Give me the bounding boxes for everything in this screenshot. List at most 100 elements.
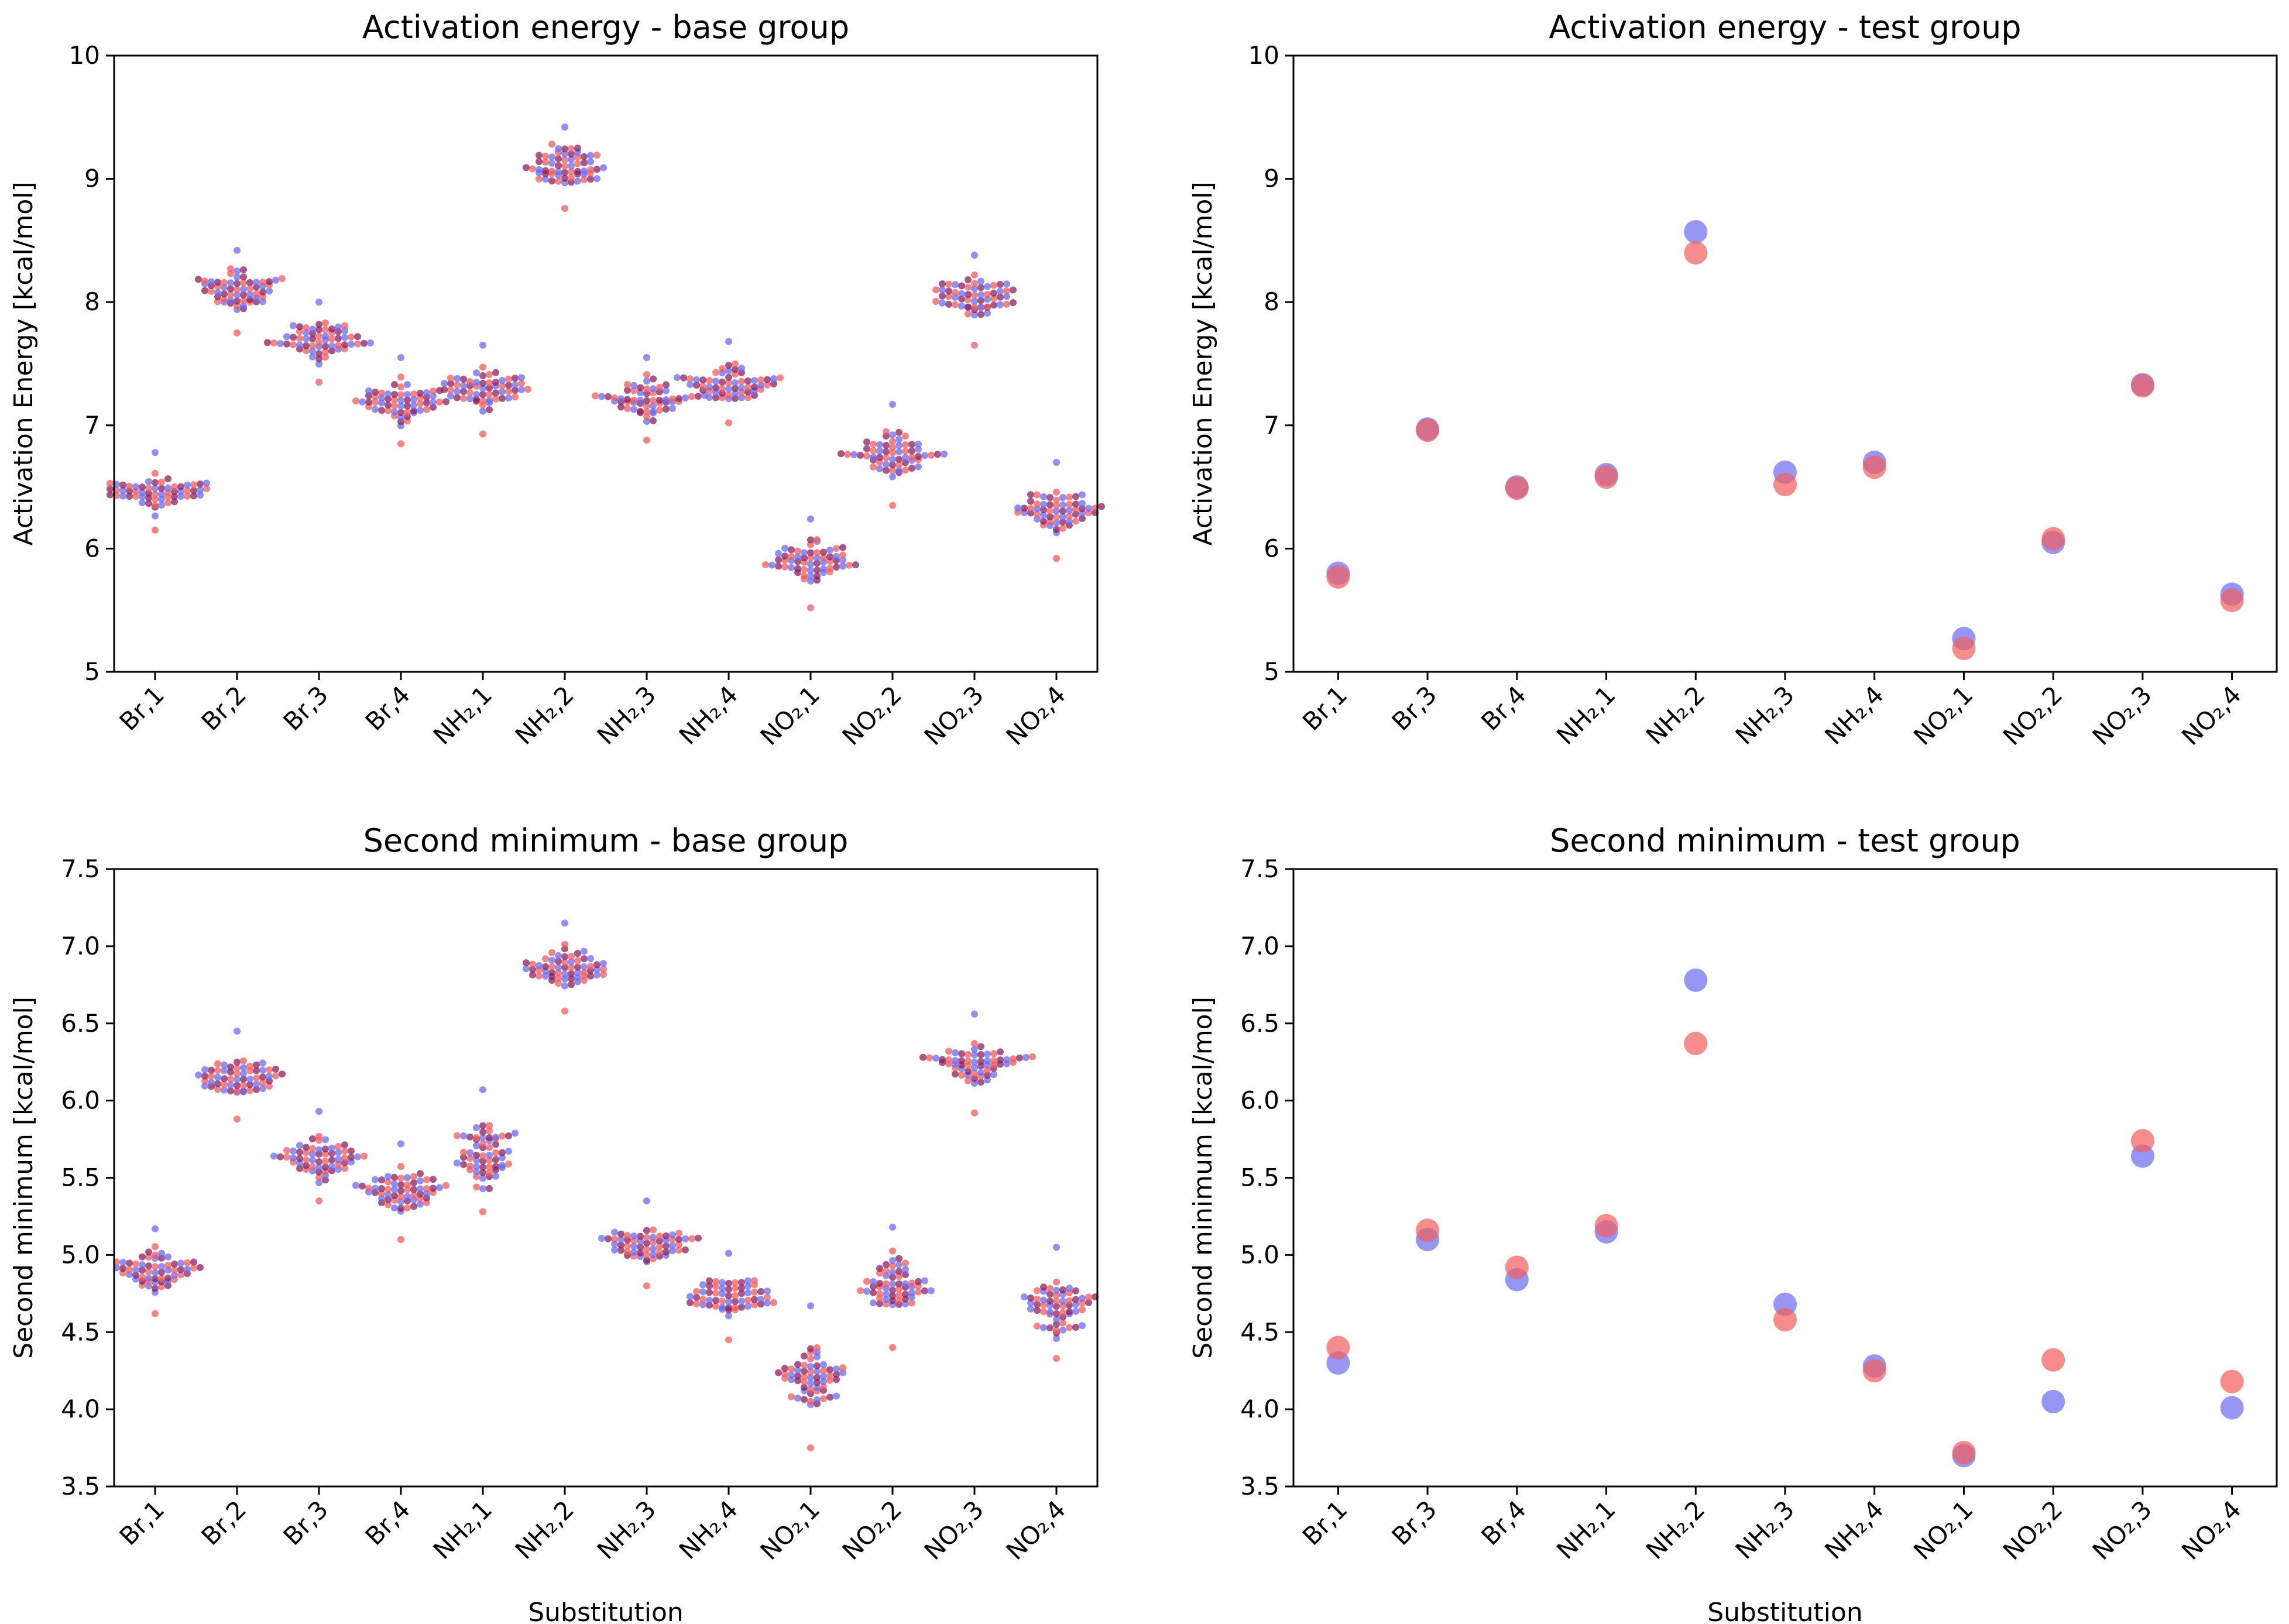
swarm-point	[164, 485, 171, 492]
x-tick-label: Br,1	[1297, 1495, 1353, 1551]
swarm-point	[751, 1289, 758, 1296]
swarm-point	[195, 1071, 202, 1079]
swarm-point	[348, 1153, 355, 1161]
swarm-point	[486, 1134, 493, 1141]
swarm-point	[309, 325, 316, 333]
swarm-point	[669, 1247, 676, 1255]
swarm-point	[656, 1248, 663, 1256]
swarm-point	[643, 402, 650, 410]
swarm-point	[309, 1145, 316, 1152]
swarm-point	[839, 562, 846, 570]
swarm-point	[1072, 517, 1079, 525]
swarm-point	[240, 1057, 247, 1065]
swarm-point	[473, 1124, 480, 1132]
swarm-point	[221, 290, 228, 298]
x-tick-label: NO₂,2	[1998, 1495, 2068, 1565]
y-tick-label: 6.0	[1240, 1086, 1279, 1115]
swarm-point	[1003, 287, 1010, 295]
swarm-point	[221, 1081, 228, 1089]
swarm-point	[768, 561, 775, 569]
swarm-point	[870, 447, 877, 455]
swarm-point	[145, 490, 152, 497]
swarm-point	[857, 451, 864, 459]
swarm-point	[902, 459, 909, 466]
swarm-point	[430, 1176, 437, 1183]
swarm-point	[492, 395, 499, 403]
swarm-point	[1079, 515, 1086, 523]
swarm-point	[240, 1070, 247, 1077]
swarm-point	[788, 553, 795, 561]
swarm-point	[574, 957, 581, 964]
swarm-point	[971, 311, 978, 319]
swarm-point	[958, 290, 965, 297]
swarm-point	[486, 1169, 493, 1176]
swarm-point	[725, 1336, 732, 1344]
swarm-point	[460, 1148, 467, 1156]
swarm-point	[883, 448, 890, 455]
swarm-point	[227, 1081, 234, 1089]
swarm-point	[479, 1163, 486, 1171]
swarm-point	[203, 479, 210, 487]
swarm-point	[542, 955, 549, 963]
y-tick-label: 5.5	[1240, 1163, 1279, 1192]
swarm-point	[322, 332, 329, 340]
swarm-point	[712, 1303, 719, 1310]
swarm-point	[499, 377, 506, 384]
swarm-point	[663, 387, 670, 394]
swarm-point	[883, 461, 890, 468]
x-tick-label: Br,4	[360, 1495, 416, 1551]
swarm-point	[889, 1269, 896, 1276]
swarm-point	[852, 561, 859, 569]
swarm-point	[266, 1073, 273, 1080]
swarm-point	[581, 159, 588, 167]
swarm-point	[190, 487, 197, 495]
swarm-point	[593, 166, 600, 173]
swarm-point	[145, 485, 152, 492]
point-red	[1862, 455, 1886, 479]
swarm-point	[725, 338, 732, 345]
swarm-point	[492, 1172, 499, 1180]
swarm-point	[965, 1050, 972, 1058]
swarm-point	[971, 291, 978, 299]
swarm-point	[279, 275, 286, 283]
swarm-point	[1053, 1244, 1060, 1251]
swarm-point	[296, 323, 303, 331]
swarm-point	[240, 1087, 247, 1095]
swarm-point	[315, 338, 322, 346]
swarm-point	[454, 381, 461, 389]
swarm-point	[309, 1135, 316, 1143]
swarm-point	[145, 1274, 152, 1282]
swarm-point	[466, 1133, 473, 1141]
swarm-point	[555, 168, 562, 176]
swarm-point	[296, 1159, 303, 1167]
swarm-point	[1072, 1324, 1079, 1331]
swarm-point	[512, 1129, 519, 1137]
swarm-point	[958, 1057, 965, 1065]
swarm-point	[234, 1064, 241, 1072]
swarm-point	[283, 340, 290, 348]
swarm-point	[971, 1051, 978, 1059]
swarm-point	[706, 1302, 713, 1309]
swarm-point	[915, 463, 922, 471]
swarm-point	[272, 276, 279, 284]
swarm-point	[1034, 515, 1041, 523]
swarm-point	[214, 1060, 221, 1067]
swarm-point	[1003, 280, 1010, 288]
swarm-point	[152, 526, 159, 534]
swarm-point	[505, 1148, 512, 1155]
swarm-point	[365, 387, 372, 394]
swarm-point	[473, 1151, 480, 1159]
swarm-point	[454, 1159, 461, 1167]
y-tick-label: 5.0	[1240, 1240, 1279, 1269]
swarm-point	[568, 953, 575, 960]
swarm-point	[870, 1289, 877, 1296]
swarm-point	[561, 982, 568, 990]
swarm-point	[555, 969, 562, 977]
swarm-point	[221, 284, 228, 291]
swarm-point	[895, 1285, 902, 1293]
swarm-point	[971, 285, 978, 293]
swarm-point	[479, 1169, 486, 1176]
swarm-point	[473, 390, 480, 398]
swarm-point	[611, 1240, 618, 1248]
x-tick-label: NO₂,1	[755, 680, 825, 750]
